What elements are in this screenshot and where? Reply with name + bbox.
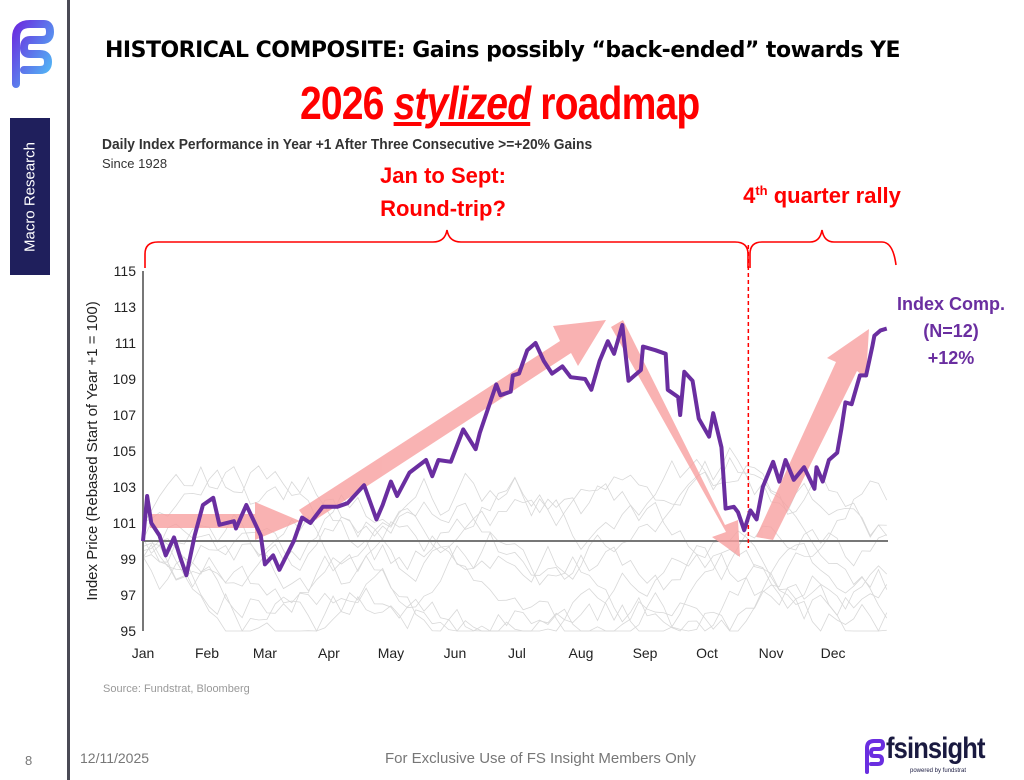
q4-sup: th — [755, 183, 767, 198]
y-tick-label: 105 — [113, 443, 137, 459]
x-tick-label: Dec — [821, 645, 846, 661]
background-series — [142, 446, 888, 632]
background-year-line — [142, 539, 888, 632]
series-label-return: +12% — [928, 348, 975, 368]
x-tick-label: Feb — [195, 645, 219, 661]
annotation-phase1-line1: Jan to Sept: — [380, 163, 506, 188]
x-tick-labels: Jan Feb Mar Apr May Jun Jul Aug Sep Oct Nov Dec — [132, 645, 846, 661]
x-tick-label: Sep — [633, 645, 658, 661]
brand-tagline: powered by fundstrat — [910, 768, 967, 774]
background-year-line — [142, 521, 887, 619]
x-tick-label: Jan — [132, 645, 155, 661]
slide-title: HISTORICAL COMPOSITE: Gains possibly “ba… — [105, 38, 901, 63]
arrow-up-2 — [756, 329, 869, 540]
background-year-line — [142, 480, 888, 632]
background-year-line — [142, 456, 888, 632]
q4-text: quarter rally — [768, 183, 902, 208]
x-tick-label: Jul — [508, 645, 526, 661]
y-tick-label: 95 — [120, 623, 136, 639]
chart-title: Daily Index Performance in Year +1 After… — [102, 136, 593, 153]
fs-brand-icon — [865, 739, 886, 774]
arrow-down — [611, 320, 740, 557]
divider-line — [67, 0, 70, 780]
series-label-n: (N=12) — [923, 321, 979, 341]
chart-subtitle: Since 1928 — [102, 156, 168, 171]
y-tick-label: 113 — [114, 299, 137, 315]
annotation-phase1-line2: Round-trip? — [380, 196, 506, 221]
subtitle-year: 2026 — [300, 77, 394, 129]
source-note: Source: Fundstrat, Bloomberg — [103, 683, 250, 695]
x-tick-label: Mar — [253, 645, 277, 661]
background-year-line — [142, 458, 888, 571]
x-tick-label: May — [378, 645, 404, 661]
fsinsight-logo: fsinsight powered by fundstrat — [862, 732, 1022, 776]
subtitle-emphasis: stylized — [393, 77, 531, 129]
series-line-index-comp — [141, 323, 888, 578]
section-tab: Macro Research — [10, 118, 50, 275]
slide-date: 12/11/2025 — [80, 750, 150, 766]
arrow-flat — [150, 502, 300, 540]
bracket-jan-sept — [144, 229, 749, 268]
series-label-name: Index Comp. — [897, 294, 1005, 314]
x-tick-label: Oct — [696, 645, 718, 661]
background-year-line — [142, 521, 888, 632]
annotation-q4: 4th quarter rally — [743, 183, 902, 208]
y-tick-label: 99 — [120, 551, 136, 567]
y-tick-label: 115 — [114, 263, 137, 279]
x-tick-label: Jun — [444, 645, 467, 661]
y-tick-label: 101 — [113, 515, 137, 531]
brand-name: fsinsight — [886, 732, 985, 765]
q4-number: 4 — [743, 183, 756, 208]
background-year-line — [142, 465, 888, 632]
y-tick-label: 103 — [113, 479, 137, 495]
y-tick-label: 109 — [113, 371, 137, 387]
page-number: 8 — [25, 753, 33, 768]
trend-arrows — [150, 320, 869, 557]
y-tick-label: 111 — [115, 335, 136, 351]
y-axis-label: Index Price (Rebased Start of Year +1 = … — [84, 301, 101, 600]
y-tick-label: 97 — [120, 587, 136, 603]
y-tick-label: 107 — [113, 407, 137, 423]
footer-note: For Exclusive Use of FS Insight Members … — [385, 750, 696, 767]
x-tick-label: Apr — [318, 645, 340, 661]
arrow-up-1 — [299, 320, 606, 524]
slide-subtitle: 2026 stylized roadmap — [300, 76, 700, 130]
x-tick-label: Nov — [759, 645, 784, 661]
fs-logo-icon — [12, 20, 55, 88]
x-tick-label: Aug — [569, 645, 594, 661]
y-tick-labels: 95 97 99 101 103 105 107 109 111 113 115 — [113, 263, 137, 639]
bracket-q4 — [749, 229, 897, 268]
subtitle-rest: roadmap — [530, 77, 700, 129]
